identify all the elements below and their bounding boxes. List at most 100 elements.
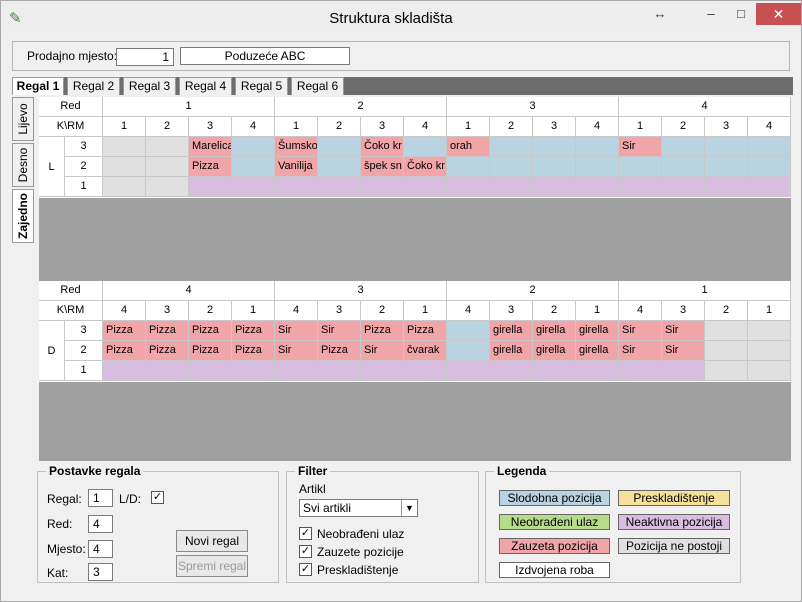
grid-cell[interactable]: Marelica [189,137,232,157]
grid-cell[interactable] [662,177,705,197]
save-regal-button[interactable]: Spremi regal [176,555,248,577]
grid-cell[interactable] [146,361,189,381]
grid-cell[interactable] [232,137,275,157]
grid-cell[interactable] [705,177,748,197]
grid-cell[interactable]: Sir [361,341,404,361]
grid-cell[interactable] [748,177,791,197]
grid-cell[interactable]: Pizza [103,341,146,361]
grid-cell[interactable] [490,137,533,157]
grid-cell[interactable] [490,157,533,177]
grid-cell[interactable] [619,361,662,381]
grid-cell[interactable]: Sir [662,321,705,341]
grid-cell[interactable] [576,361,619,381]
grid-cell[interactable] [232,157,275,177]
grid-cell[interactable] [404,137,447,157]
grid-cell[interactable] [619,157,662,177]
grid-cell[interactable] [662,361,705,381]
tab-lijevo[interactable]: Lijevo [12,97,34,141]
grid-cell[interactable] [748,321,791,341]
grid-cell[interactable] [103,157,146,177]
mjesto-field[interactable]: 4 [88,540,113,558]
grid-cell[interactable]: Pizza [189,321,232,341]
tab-desno[interactable]: Desno [12,143,34,187]
grid-cell[interactable] [103,361,146,381]
grid-cell[interactable]: girella [576,341,619,361]
grid-cell[interactable] [275,361,318,381]
grid-cell[interactable]: Sir [662,341,705,361]
grid-cell[interactable]: Pizza [146,341,189,361]
grid-cell[interactable] [232,177,275,197]
tab-regal-6[interactable]: Regal 6 [291,77,344,95]
grid-cell[interactable]: Čoko kr [361,137,404,157]
grid-cell[interactable] [447,341,490,361]
grid-cell[interactable] [146,157,189,177]
grid-cell[interactable] [447,321,490,341]
zauzete-checkbox[interactable]: ✓ [299,545,312,558]
grid-cell[interactable]: girella [490,321,533,341]
grid-cell[interactable] [533,361,576,381]
grid-cell[interactable]: Sir [619,137,662,157]
grid-cell[interactable]: Pizza [103,321,146,341]
grid-cell[interactable]: Čoko kr [404,157,447,177]
grid-cell[interactable] [103,177,146,197]
grid-cell[interactable]: Pizza [146,321,189,341]
grid-cell[interactable] [275,177,318,197]
grid-cell[interactable]: girella [533,341,576,361]
grid-cell[interactable] [447,177,490,197]
grid-cell[interactable] [232,361,275,381]
grid-cell[interactable] [705,361,748,381]
grid-cell[interactable]: Pizza [189,341,232,361]
grid-cell[interactable] [490,361,533,381]
grid-cell[interactable]: Pizza [404,321,447,341]
grid-cell[interactable] [318,157,361,177]
grid-cell[interactable] [404,177,447,197]
regal-field[interactable]: 1 [88,489,113,507]
grid-cell[interactable]: Sir [619,321,662,341]
grid-cell[interactable] [146,177,189,197]
grid-cell[interactable] [533,157,576,177]
grid-cell[interactable]: Pizza [189,157,232,177]
grid-cell[interactable]: Pizza [232,321,275,341]
grid-cell[interactable] [189,361,232,381]
grid-cell[interactable] [748,137,791,157]
prodajno-id-field[interactable]: 1 [116,48,174,66]
grid-cell[interactable]: girella [533,321,576,341]
maximize-button[interactable]: □ [737,6,745,21]
grid-cell[interactable] [705,321,748,341]
grid-cell[interactable]: Sir [619,341,662,361]
tab-regal-2[interactable]: Regal 2 [67,77,120,95]
tab-regal-3[interactable]: Regal 3 [123,77,176,95]
tab-zajedno[interactable]: Zajedno [12,189,34,243]
grid-cell[interactable] [318,177,361,197]
grid-cell[interactable] [103,137,146,157]
tab-regal-5[interactable]: Regal 5 [235,77,288,95]
grid-cell[interactable] [146,137,189,157]
grid-cell[interactable]: Sir [318,321,361,341]
close-button[interactable]: ✕ [756,3,801,25]
kat-field[interactable]: 3 [88,563,113,581]
minimize-button[interactable]: – [707,6,715,21]
red-field[interactable]: 4 [88,515,113,533]
grid-cell[interactable]: girella [490,341,533,361]
grid-cell[interactable]: Sir [275,341,318,361]
grid-cell[interactable] [447,157,490,177]
chevron-down-icon[interactable]: ▼ [401,500,417,516]
grid-cell[interactable] [361,361,404,381]
grid-cell[interactable] [748,361,791,381]
grid-cell[interactable] [533,137,576,157]
preskladistenje-checkbox[interactable]: ✓ [299,563,312,576]
grid-cell[interactable] [576,137,619,157]
grid-cell[interactable]: čvarak [404,341,447,361]
grid-cell[interactable] [404,361,447,381]
grid-cell[interactable]: orah [447,137,490,157]
grid-cell[interactable] [490,177,533,197]
grid-cell[interactable]: Vanilija [275,157,318,177]
tab-regal-1[interactable]: Regal 1 [12,77,64,95]
title-bar[interactable]: ✎ Struktura skladišta ↔ – □ ✕ [1,1,801,33]
grid-cell[interactable]: Šumsko [275,137,318,157]
grid-cell[interactable]: Pizza [361,321,404,341]
grid-cell[interactable]: Pizza [318,341,361,361]
grid-cell[interactable] [705,341,748,361]
artikl-select[interactable]: Svi artikli ▼ [299,499,418,517]
grid-cell[interactable] [576,177,619,197]
